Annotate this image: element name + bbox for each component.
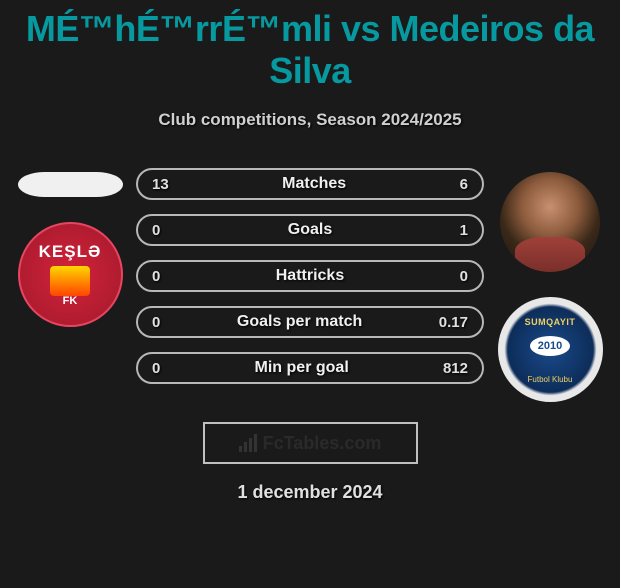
club-logo-right: SUMQAYIT 2010 Futbol Klubu bbox=[498, 297, 603, 402]
stat-row: 13 Matches 6 bbox=[136, 168, 484, 200]
stat-left-value: 13 bbox=[152, 176, 169, 193]
club-right-suffix: Futbol Klubu bbox=[528, 375, 573, 384]
bar-chart-icon bbox=[239, 434, 257, 452]
watermark-text: FcTables.com bbox=[263, 433, 382, 454]
comparison-card: MÉ™hÉ™rrÉ™mli vs Medeiros da Silva Club … bbox=[0, 8, 620, 503]
player-right-column: SUMQAYIT 2010 Futbol Klubu bbox=[490, 168, 610, 402]
stat-row: 0 Goals per match 0.17 bbox=[136, 306, 484, 338]
stat-row: 0 Hattricks 0 bbox=[136, 260, 484, 292]
stat-row: 0 Min per goal 812 bbox=[136, 352, 484, 384]
stat-label: Matches bbox=[282, 175, 346, 193]
club-left-emblem-icon bbox=[50, 266, 90, 296]
club-right-name: SUMQAYIT bbox=[525, 317, 576, 327]
player-left-column: KEŞLƏ FK bbox=[10, 168, 130, 327]
stat-right-value: 812 bbox=[443, 360, 468, 377]
stat-left-value: 0 bbox=[152, 268, 160, 285]
stat-label: Goals per match bbox=[237, 313, 362, 331]
watermark-badge: FcTables.com bbox=[203, 422, 418, 464]
player-right-avatar bbox=[500, 172, 600, 272]
stat-label: Goals bbox=[288, 221, 332, 239]
stat-row: 0 Goals 1 bbox=[136, 214, 484, 246]
club-left-suffix: FK bbox=[63, 295, 78, 307]
page-title: MÉ™hÉ™rrÉ™mli vs Medeiros da Silva bbox=[10, 8, 610, 92]
stat-left-value: 0 bbox=[152, 360, 160, 377]
stat-left-value: 0 bbox=[152, 222, 160, 239]
stats-column: 13 Matches 6 0 Goals 1 0 Hattricks 0 0 G… bbox=[130, 168, 490, 384]
player-left-avatar bbox=[18, 172, 123, 197]
subtitle: Club competitions, Season 2024/2025 bbox=[10, 110, 610, 130]
stat-label: Hattricks bbox=[276, 267, 344, 285]
date-label: 1 december 2024 bbox=[10, 482, 610, 503]
comparison-row: KEŞLƏ FK 13 Matches 6 0 Goals 1 0 Hattri… bbox=[10, 168, 610, 402]
stat-right-value: 6 bbox=[460, 176, 468, 193]
stat-right-value: 1 bbox=[460, 222, 468, 239]
club-logo-left: KEŞLƏ FK bbox=[18, 222, 123, 327]
club-left-name: KEŞLƏ bbox=[39, 242, 102, 262]
stat-left-value: 0 bbox=[152, 314, 160, 331]
club-right-year: 2010 bbox=[530, 336, 570, 356]
stat-label: Min per goal bbox=[255, 359, 349, 377]
stat-right-value: 0 bbox=[460, 268, 468, 285]
stat-right-value: 0.17 bbox=[439, 314, 468, 331]
